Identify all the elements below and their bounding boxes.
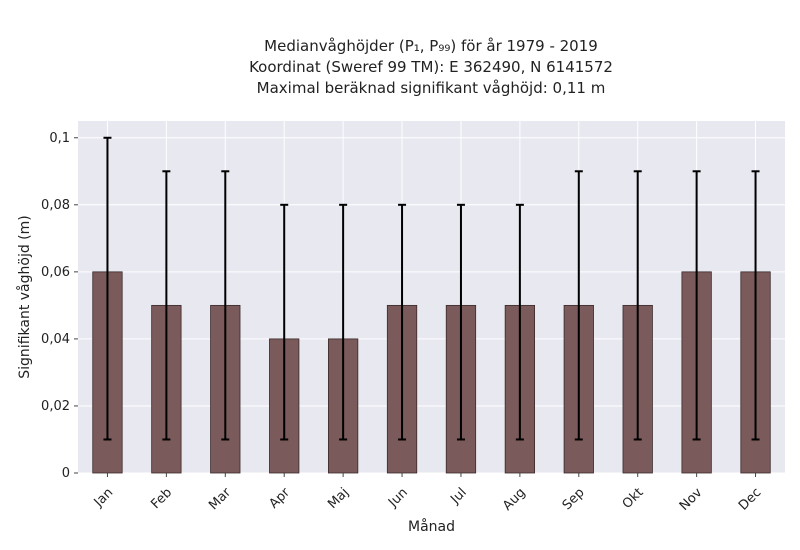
x-tick-label: Aug [500, 485, 529, 514]
x-tick-label: Apr [267, 485, 294, 512]
x-tick-label: Sep [560, 485, 588, 513]
plot-area [78, 121, 785, 473]
x-tick-label: Jan [91, 485, 116, 510]
x-tick-label: Feb [148, 485, 175, 512]
y-axis: 0 0,02 0,04 0,06 0,08 0,1 [41, 131, 78, 481]
y-tick-label: 0,04 [41, 332, 70, 347]
y-tick-label: 0 [62, 466, 70, 481]
title-line: Medianvåghöjder (P₁, P₉₉) för år 1979 - … [264, 37, 598, 55]
chart-title: Medianvåghöjder (P₁, P₉₉) för år 1979 - … [249, 37, 613, 97]
error-bars [103, 136, 760, 441]
x-tick-label: Maj [325, 485, 352, 512]
x-axis: Jan Feb Mar Apr Maj Jun Jul Aug Sep Okt Nov Dec [91, 473, 764, 514]
x-axis-label: Månad [408, 518, 455, 535]
y-tick-label: 0,1 [49, 131, 70, 146]
y-tick-label: 0,06 [41, 265, 70, 280]
x-tick-label: Mar [206, 485, 234, 513]
x-tick-label: Jul [447, 485, 469, 507]
x-tick-label: Jun [385, 485, 411, 511]
title-line: Maximal beräknad signifikant våghöjd: 0,… [257, 79, 606, 97]
x-tick-label: Dec [736, 485, 764, 513]
title-line: Koordinat (Sweref 99 TM): E 362490, N 61… [249, 58, 613, 76]
y-tick-label: 0,08 [41, 198, 70, 213]
y-axis-label: Signifikant våghöjd (m) [16, 215, 33, 378]
x-tick-label: Nov [677, 485, 706, 514]
y-tick-label: 0,02 [41, 399, 70, 414]
x-tick-label: Okt [620, 485, 647, 512]
